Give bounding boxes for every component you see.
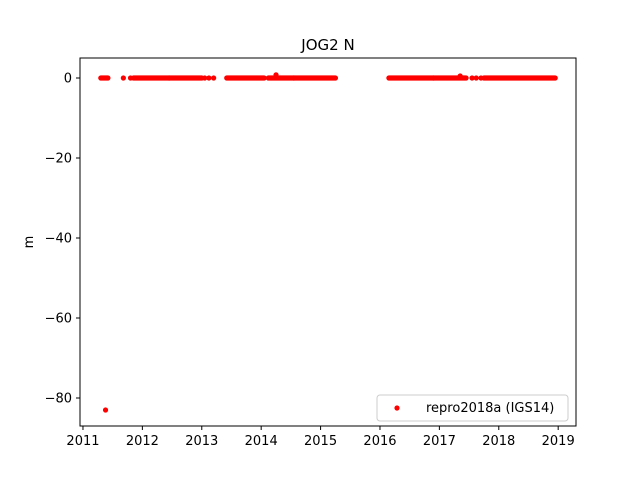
- y-tick-label: −40: [45, 232, 72, 247]
- y-tick-label: 0: [64, 72, 72, 87]
- data-point: [211, 75, 217, 81]
- data-point: [102, 407, 109, 413]
- y-tick-label: −80: [45, 392, 72, 407]
- plot-frame: [79, 57, 577, 427]
- x-tick-label: 2014: [245, 434, 278, 449]
- x-tick-label: 2011: [66, 434, 99, 449]
- x-tick-label: 2017: [423, 434, 456, 449]
- legend-label: repro2018a (IGS14): [426, 401, 554, 416]
- data-point: [457, 73, 463, 79]
- plot-marks: [98, 72, 558, 413]
- x-tick-label: 2019: [542, 434, 575, 449]
- data-point: [478, 75, 484, 81]
- x-tick-label: 2016: [363, 434, 396, 449]
- data-point: [273, 72, 279, 78]
- x-tick-label: 2013: [185, 434, 218, 449]
- legend-frame: [376, 394, 569, 422]
- x-axis: 2011 2012 2013 2014 2015 2016 2017 2018 2019: [66, 426, 575, 449]
- x-tick-label: 2018: [482, 434, 515, 449]
- data-point: [206, 75, 212, 81]
- data-point: [202, 75, 208, 81]
- y-tick-label: −60: [45, 312, 72, 327]
- data-point: [120, 75, 126, 81]
- legend-marker: [394, 405, 400, 411]
- x-tick-label: 2012: [126, 434, 159, 449]
- x-tick-label: 2015: [304, 434, 337, 449]
- data-point: [473, 75, 479, 81]
- data-point: [127, 75, 134, 81]
- y-tick-label: −20: [45, 152, 72, 167]
- y-axis-label: m: [22, 236, 37, 249]
- legend: repro2018a (IGS14): [376, 394, 569, 422]
- chart-title: JOG2 N: [300, 36, 354, 54]
- y-axis: 0 −20 −40 −60 −80: [45, 72, 80, 407]
- data-point: [469, 75, 475, 81]
